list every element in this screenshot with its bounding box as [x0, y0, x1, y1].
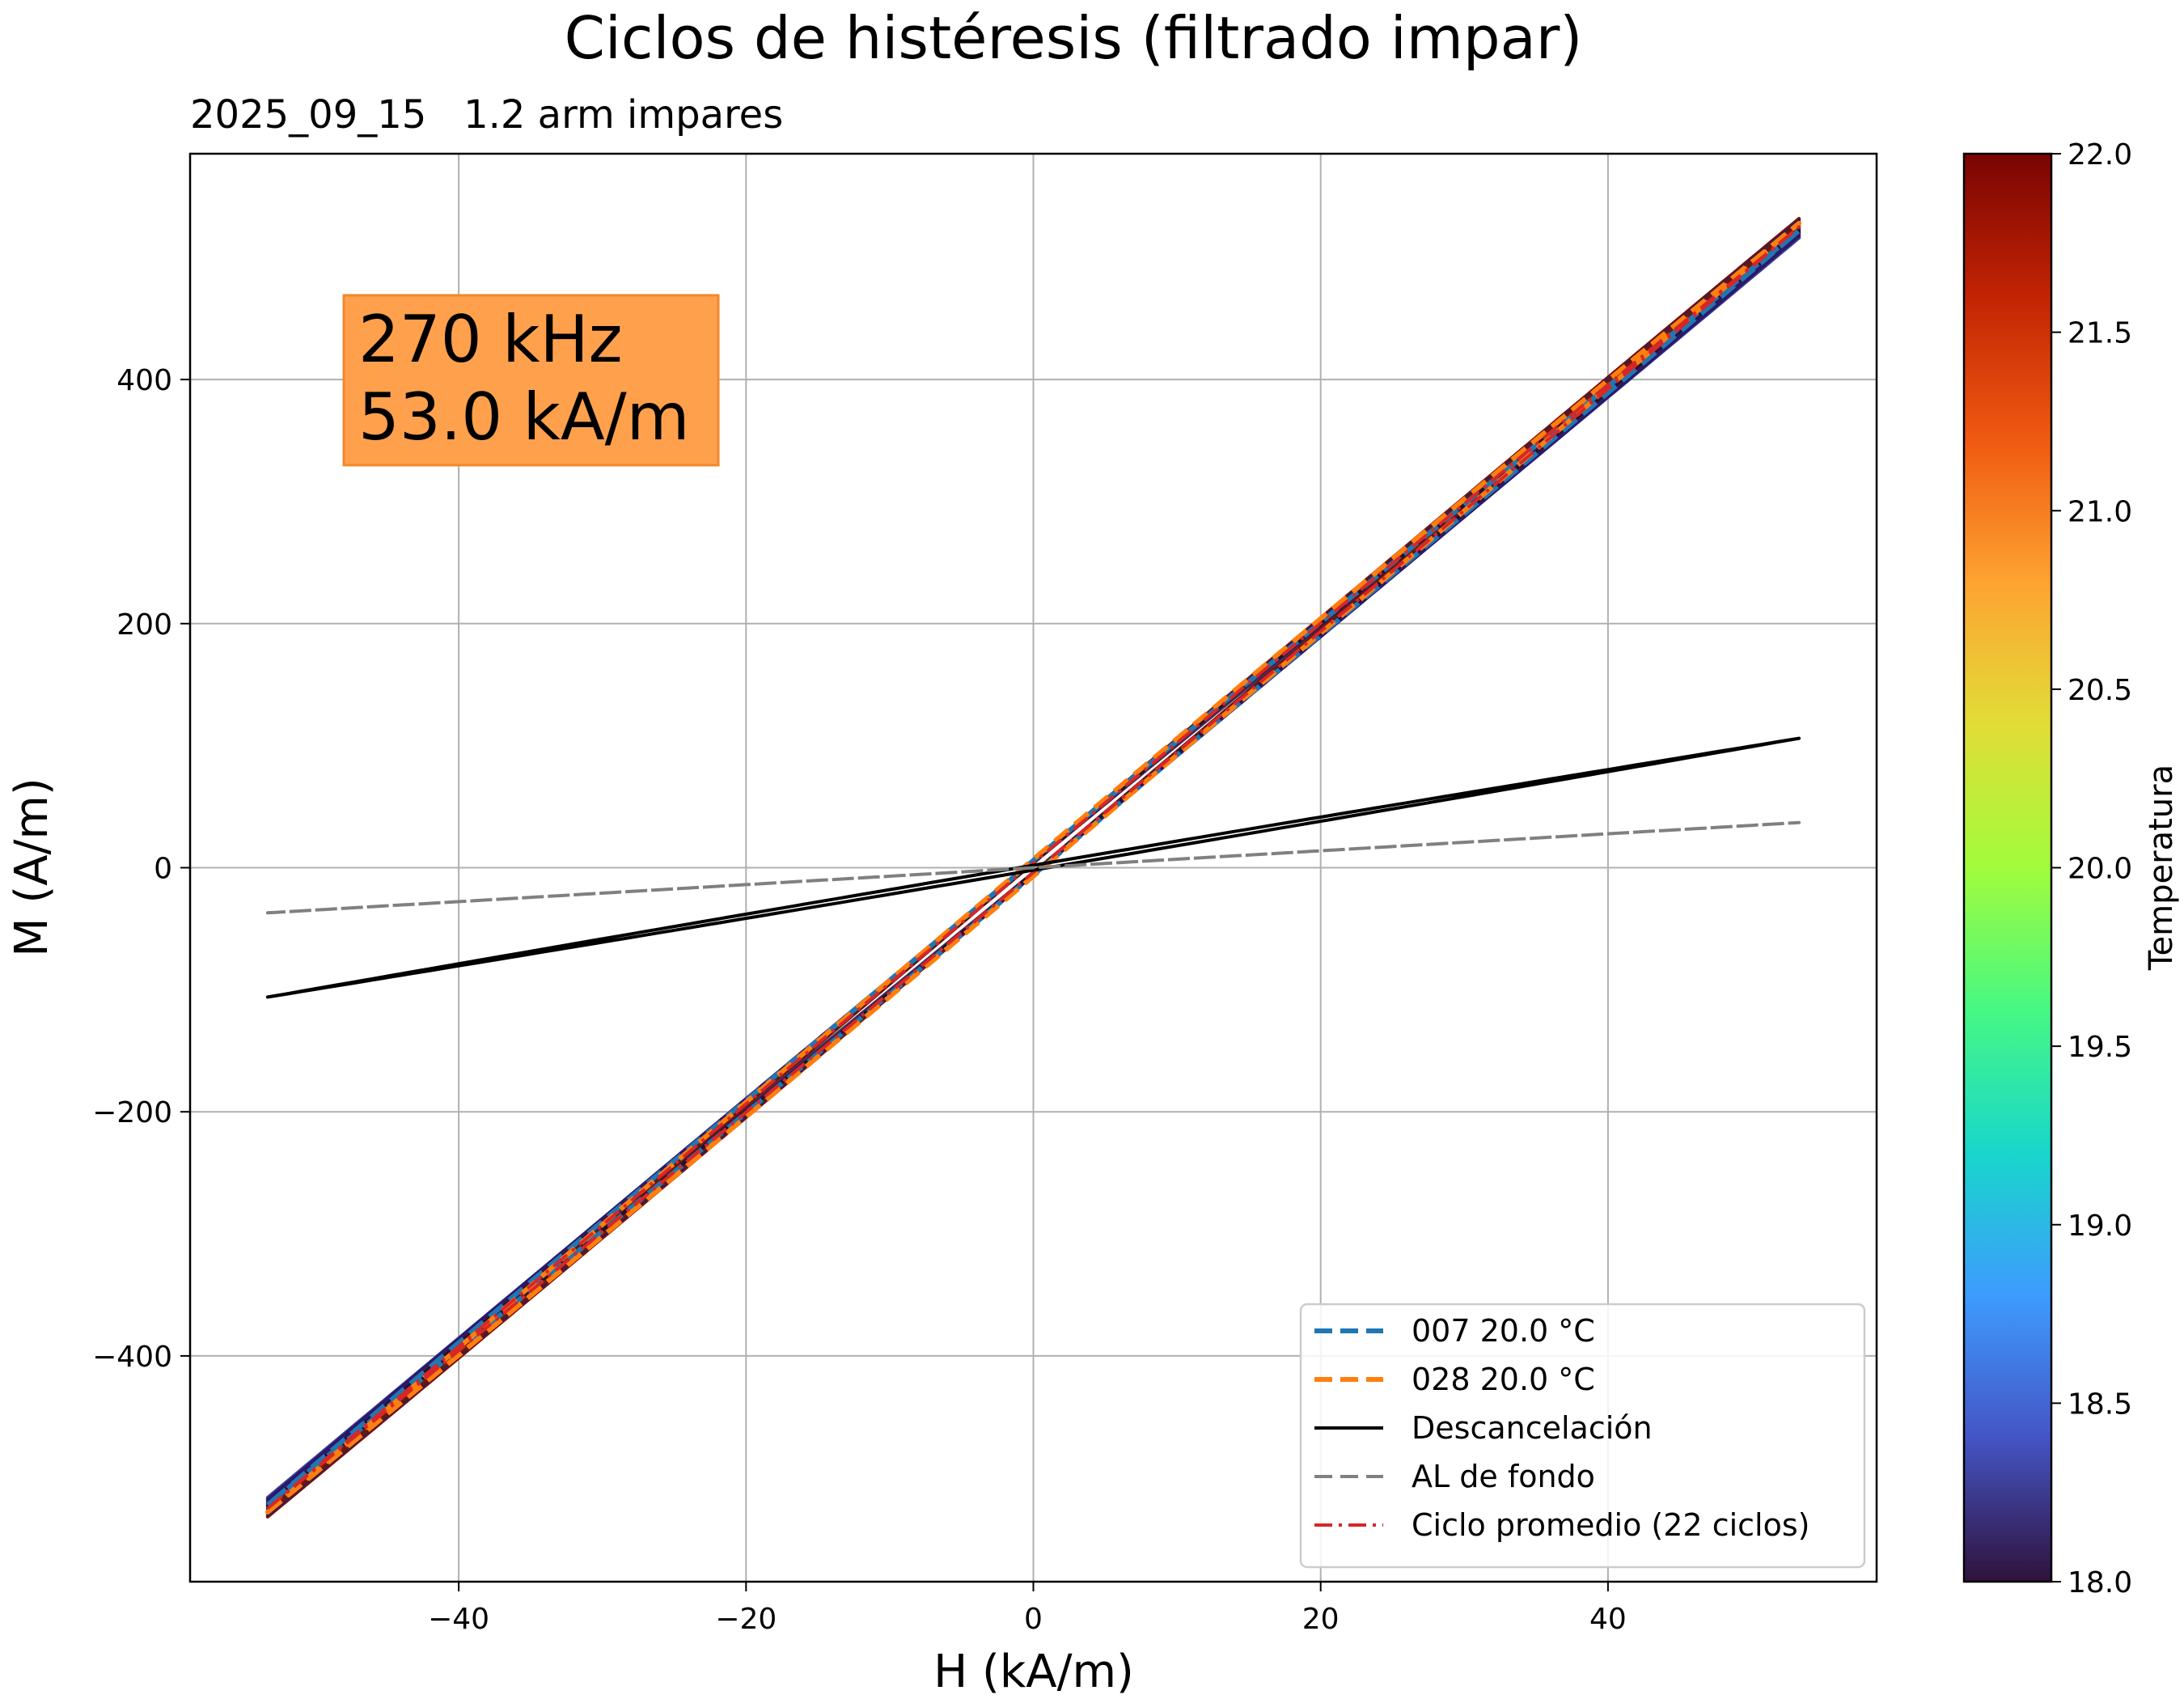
x-axis-label: H (kA/m)	[933, 1646, 1134, 1698]
y-tick-label: 0	[154, 853, 172, 886]
colorbar-tick-label: 18.0	[2068, 1566, 2132, 1599]
colorbar-tick-label: 20.5	[2068, 674, 2132, 707]
colorbar-tick-label: 19.0	[2068, 1210, 2132, 1243]
x-tick-label: 40	[1589, 1603, 1627, 1636]
x-axis-ticks: −40 −20 0 20 40	[428, 1582, 1627, 1636]
x-tick-label: 20	[1302, 1603, 1340, 1636]
colorbar-tick-label: 18.5	[2068, 1388, 2132, 1421]
series-line	[265, 736, 1801, 999]
y-tick-label: 400	[116, 364, 172, 397]
annotation-background	[342, 294, 720, 467]
series-line	[265, 225, 1801, 1510]
legend-label: 028 20.0 °C	[1412, 1362, 1595, 1397]
colorbar-label: Temperatura	[2143, 765, 2180, 971]
y-axis-ticks: −400 −200 0 200 400	[92, 364, 190, 1374]
annotation-field: 53.0 kA/m	[358, 379, 690, 455]
x-tick-label: −40	[428, 1603, 489, 1636]
series-line	[265, 221, 1802, 1515]
annotation-box: 270 kHz 53.0 kA/m	[342, 294, 720, 467]
grid-lines	[190, 154, 1877, 1582]
legend: 007 20.0 °C 028 20.0 °C Descancelación AL d…	[1299, 1303, 1866, 1569]
colorbar-tick-label: 22.0	[2068, 138, 2132, 172]
colorbar-tick-label: 21.0	[2068, 495, 2132, 528]
plot-curves	[265, 217, 1802, 1519]
x-tick-label: 0	[1024, 1603, 1043, 1636]
x-tick-label: −20	[715, 1603, 777, 1636]
legend-label: Ciclo promedio (22 ciclos)	[1412, 1507, 1809, 1543]
annotation-frequency: 270 kHz	[358, 302, 623, 377]
y-axis-label: M (A/m)	[6, 777, 58, 957]
legend-label: AL de fondo	[1412, 1459, 1595, 1494]
colorbar-tick-label: 21.5	[2068, 317, 2132, 350]
legend-label: Descancelación	[1412, 1410, 1653, 1446]
y-tick-label: 200	[116, 608, 172, 642]
legend-frame	[1299, 1303, 1866, 1569]
y-tick-label: −200	[92, 1096, 172, 1129]
y-tick-label: −400	[92, 1341, 172, 1374]
colorbar-gradient	[1962, 152, 2053, 1583]
chart-title: Ciclos de histéresis (filtrado impar)	[565, 4, 1583, 72]
colorbar-tick-label: 19.5	[2068, 1031, 2132, 1064]
chart-subtitle: 2025_09_15 1.2 arm impares	[190, 92, 783, 138]
legend-label: 007 20.0 °C	[1412, 1313, 1595, 1349]
series-line	[265, 820, 1801, 915]
colorbar: 18.0 18.5 19.0 19.5 20.0 20.5 21.0 21.5 22.0 Tem…	[1962, 138, 2180, 1599]
colorbar-tick-label: 20.0	[2068, 853, 2132, 886]
